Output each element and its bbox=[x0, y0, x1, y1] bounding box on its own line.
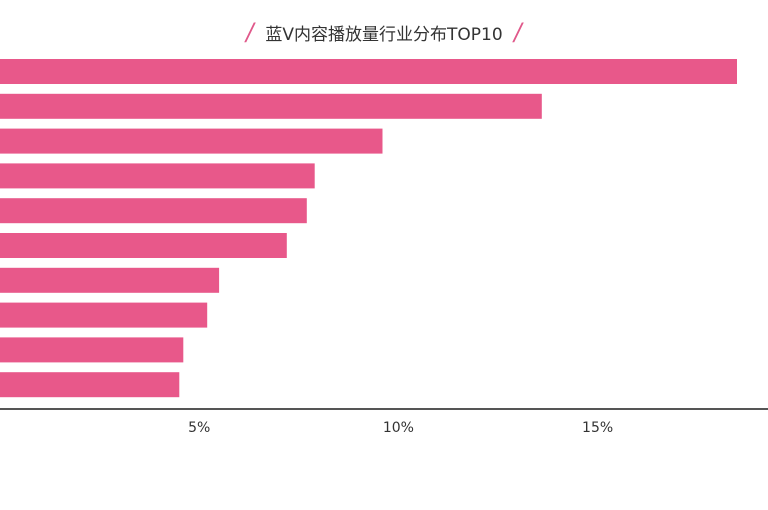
bar-10 bbox=[0, 372, 180, 398]
x-tick-label: 10% bbox=[383, 420, 414, 436]
x-tick-labels: 5% 10% 15% bbox=[188, 420, 613, 436]
bar-9 bbox=[0, 337, 184, 363]
chart-title: 蓝V内容播放量行业分布TOP10 bbox=[265, 24, 503, 45]
x-tick-label: 5% bbox=[188, 420, 210, 436]
bar-5 bbox=[0, 198, 307, 224]
bar-7 bbox=[0, 267, 220, 293]
chart-title-group: / 蓝V内容播放量行业分布TOP10 / bbox=[0, 18, 768, 46]
bar-4 bbox=[0, 163, 315, 189]
bar-6 bbox=[0, 233, 287, 258]
bar-8 bbox=[0, 302, 208, 328]
x-tick-label: 15% bbox=[582, 420, 613, 436]
bar-1 bbox=[0, 59, 737, 84]
bar-3 bbox=[0, 128, 383, 154]
bar-2 bbox=[0, 93, 542, 119]
bars-layer bbox=[0, 59, 737, 398]
